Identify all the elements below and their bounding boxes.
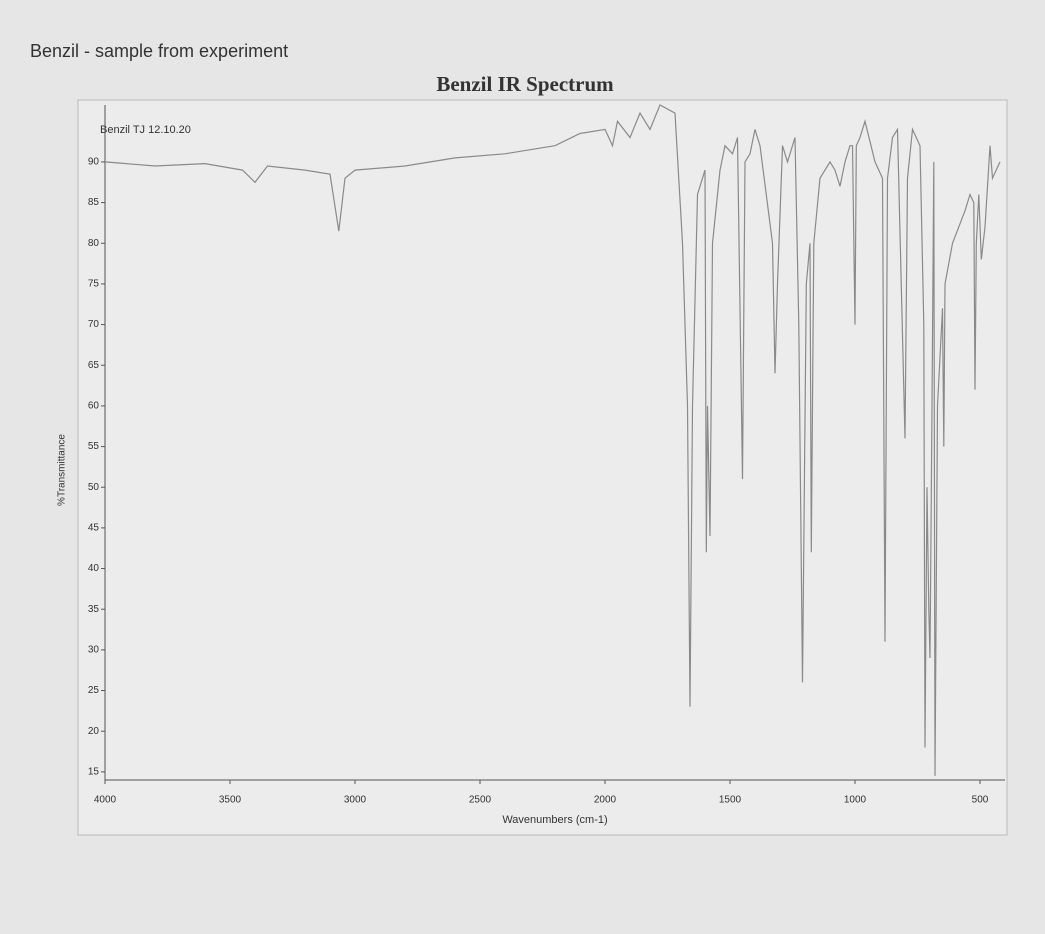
spectrum-line bbox=[104, 104, 1001, 776]
y-tick-label: 75 bbox=[88, 279, 100, 290]
frame bbox=[77, 99, 1008, 836]
y-tick-label: 90 bbox=[88, 157, 100, 168]
y-tick-label: 80 bbox=[88, 238, 100, 249]
x-tick-label: 1500 bbox=[719, 795, 742, 806]
x-tick-label: 4000 bbox=[94, 795, 117, 806]
x-tick-label: 3000 bbox=[344, 795, 367, 806]
y-tick-label: 85 bbox=[88, 197, 100, 208]
y-tick-label: 15 bbox=[88, 767, 100, 778]
y-tick-label: 55 bbox=[88, 441, 100, 452]
x-tick-label: 2000 bbox=[594, 795, 617, 806]
chart-title: Benzil IR Spectrum bbox=[436, 72, 614, 96]
y-tick-label: 60 bbox=[88, 401, 100, 412]
page-note: Benzil - sample from experiment bbox=[30, 41, 288, 61]
y-tick-label: 65 bbox=[88, 360, 100, 371]
y-tick-label: 35 bbox=[88, 604, 100, 615]
y-axis-label: %Transmittance bbox=[57, 434, 68, 506]
chart-subtitle: Benzil TJ 12.10.20 bbox=[100, 124, 191, 136]
x-tick-label: 500 bbox=[972, 795, 989, 806]
x-tick-label: 1000 bbox=[844, 795, 867, 806]
y-tick-label: 50 bbox=[88, 482, 100, 493]
y-tick-label: 70 bbox=[88, 319, 100, 330]
x-tick-label: 2500 bbox=[469, 795, 492, 806]
y-tick-label: 25 bbox=[88, 685, 100, 696]
y-tick-label: 20 bbox=[88, 726, 100, 737]
y-tick-label: 30 bbox=[88, 645, 100, 656]
x-tick-label: 3500 bbox=[219, 795, 242, 806]
x-axis-label: Wavenumbers (cm-1) bbox=[502, 814, 607, 826]
y-tick-label: 45 bbox=[88, 523, 100, 534]
y-tick-label: 40 bbox=[88, 563, 100, 574]
